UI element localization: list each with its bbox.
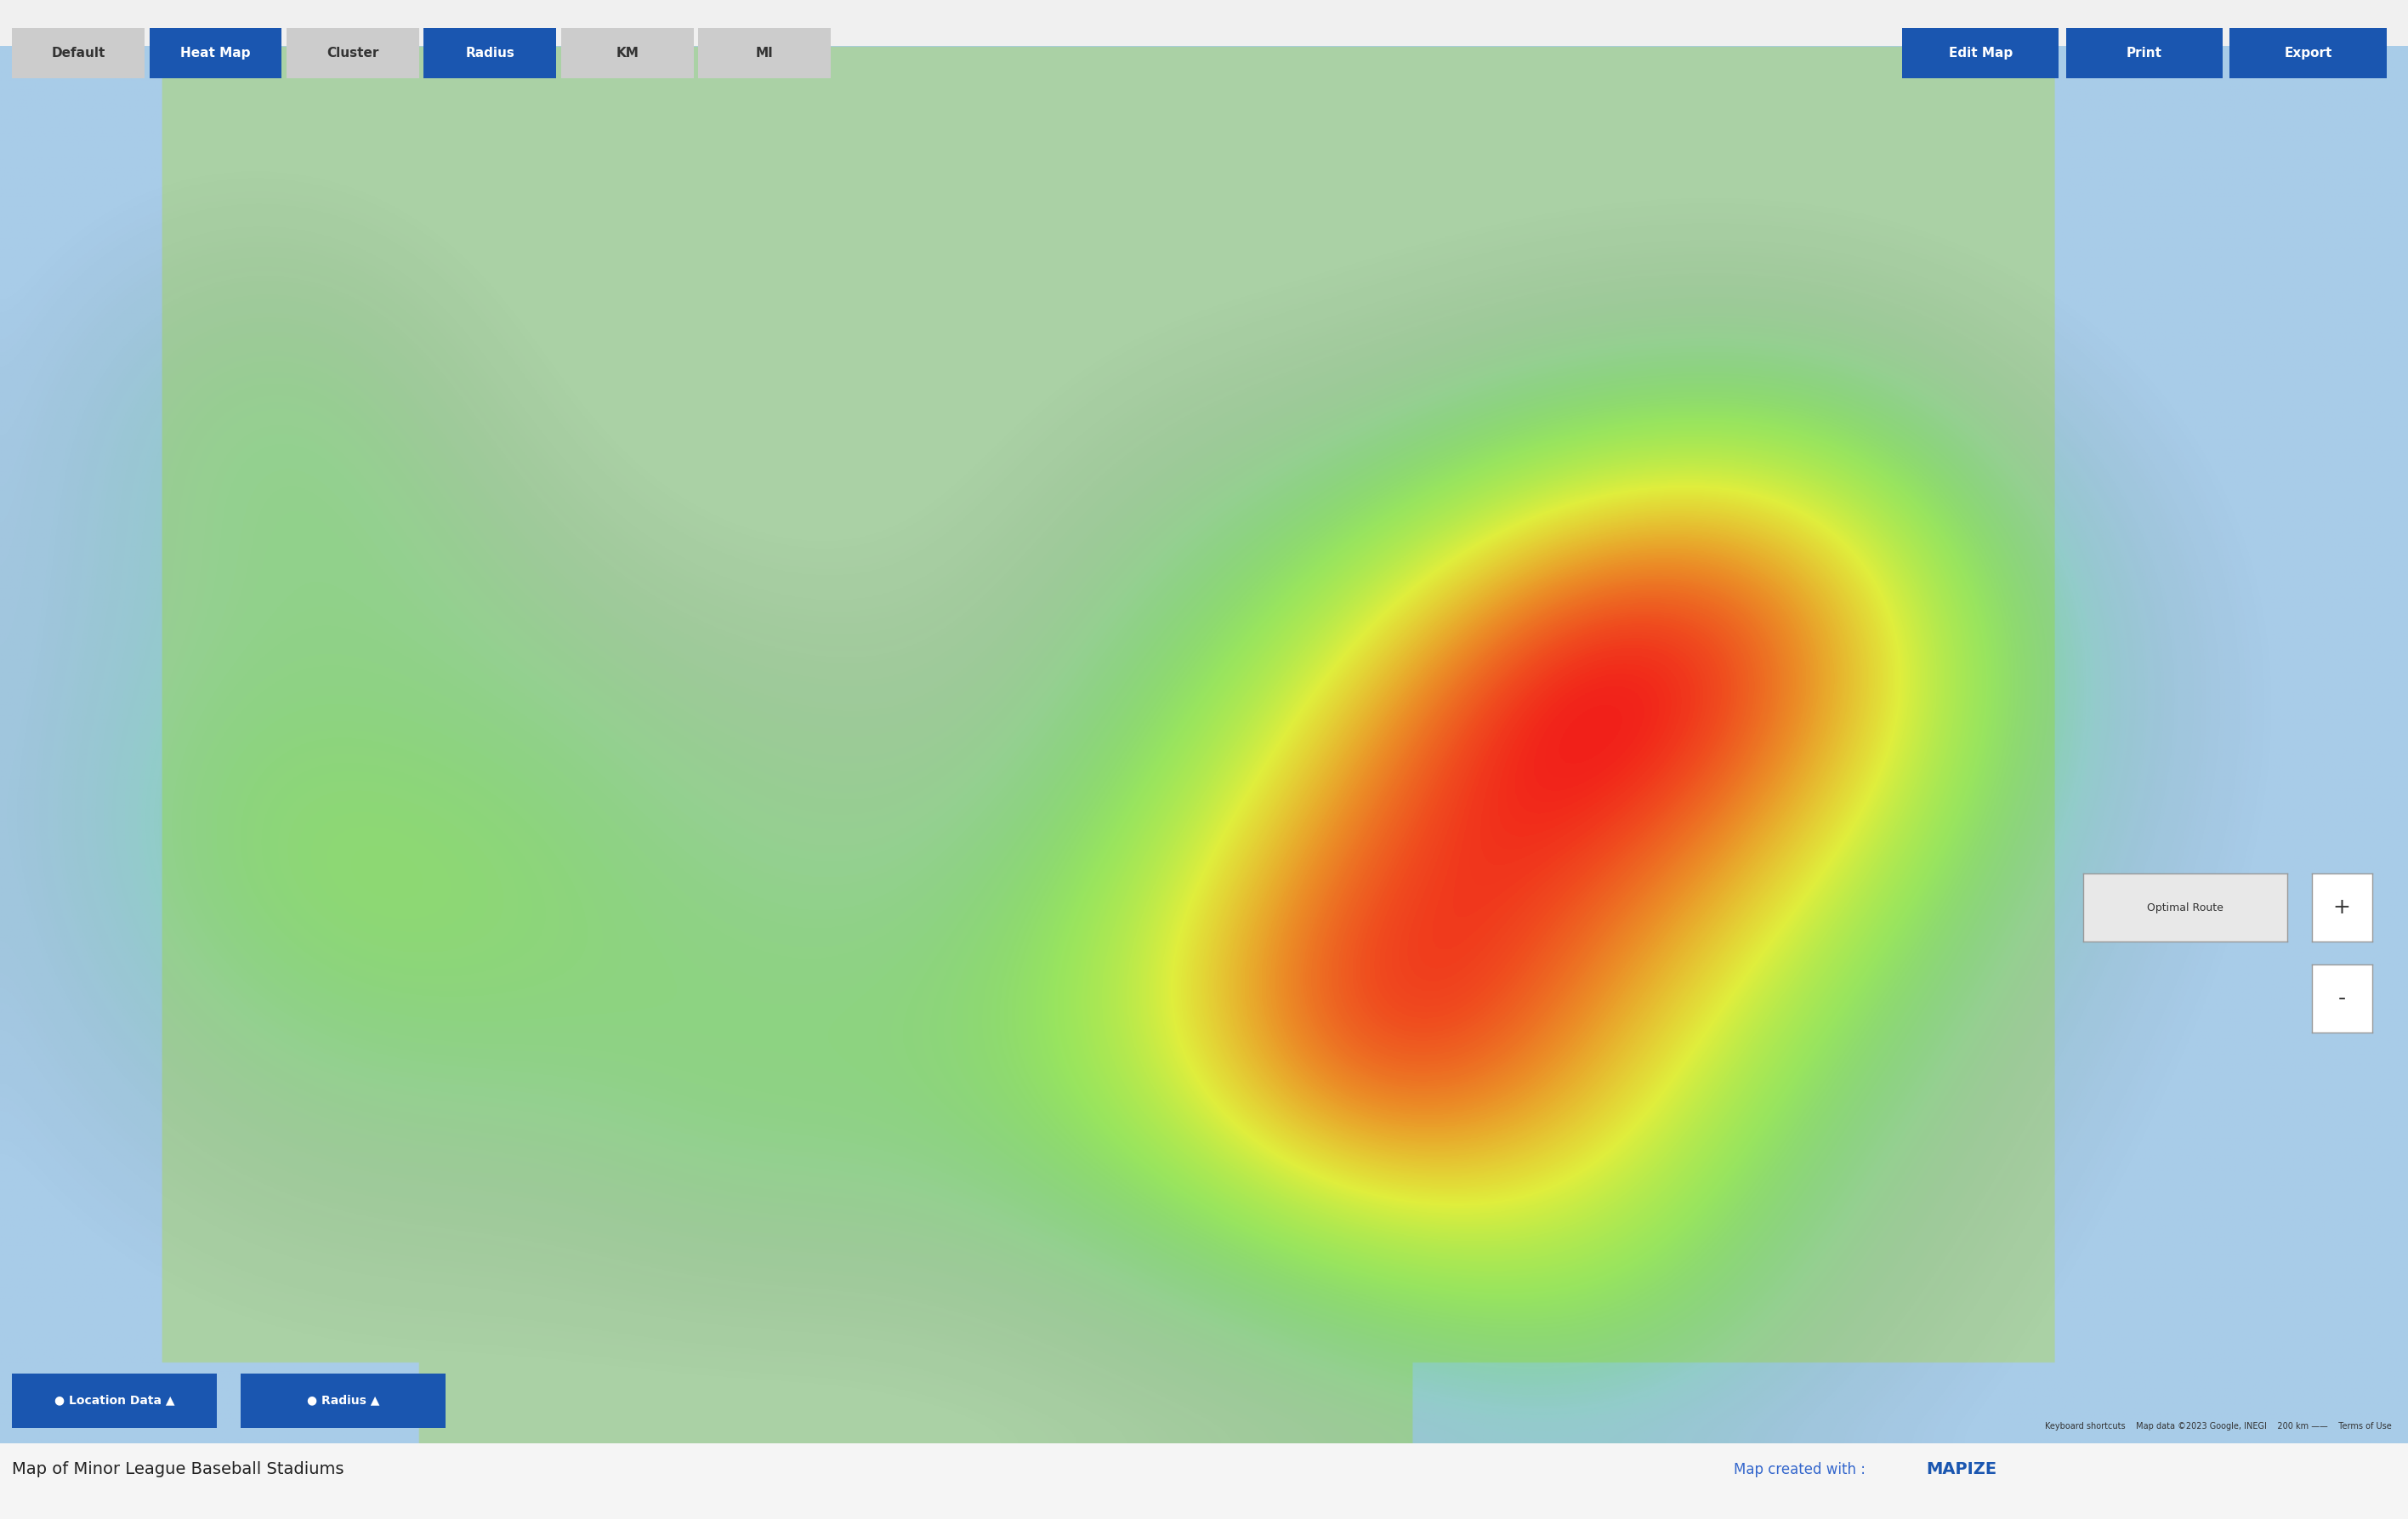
Text: KM: KM — [616, 47, 638, 59]
Text: Optimal Route: Optimal Route — [2148, 902, 2223, 913]
Text: MI: MI — [756, 47, 773, 59]
Text: Edit Map: Edit Map — [1948, 47, 2013, 59]
Text: Map created with :: Map created with : — [1734, 1461, 1866, 1478]
Text: Keyboard shortcuts    Map data ©2023 Google, INEGI    200 km ——    Terms of Use: Keyboard shortcuts Map data ©2023 Google… — [2044, 1422, 2391, 1431]
Text: Heat Map: Heat Map — [181, 47, 250, 59]
Text: +: + — [2333, 898, 2350, 917]
Text: Default: Default — [51, 47, 106, 59]
Text: ● Location Data ▲: ● Location Data ▲ — [55, 1394, 173, 1407]
Text: Cluster: Cluster — [327, 47, 378, 59]
Text: -: - — [2338, 989, 2345, 1009]
Text: MAPIZE: MAPIZE — [1926, 1461, 1996, 1478]
Text: Map of Minor League Baseball Stadiums: Map of Minor League Baseball Stadiums — [12, 1461, 344, 1478]
Text: Print: Print — [2126, 47, 2162, 59]
Text: Export: Export — [2285, 47, 2331, 59]
Text: Radius: Radius — [465, 47, 515, 59]
Text: ● Radius ▲: ● Radius ▲ — [306, 1394, 380, 1407]
